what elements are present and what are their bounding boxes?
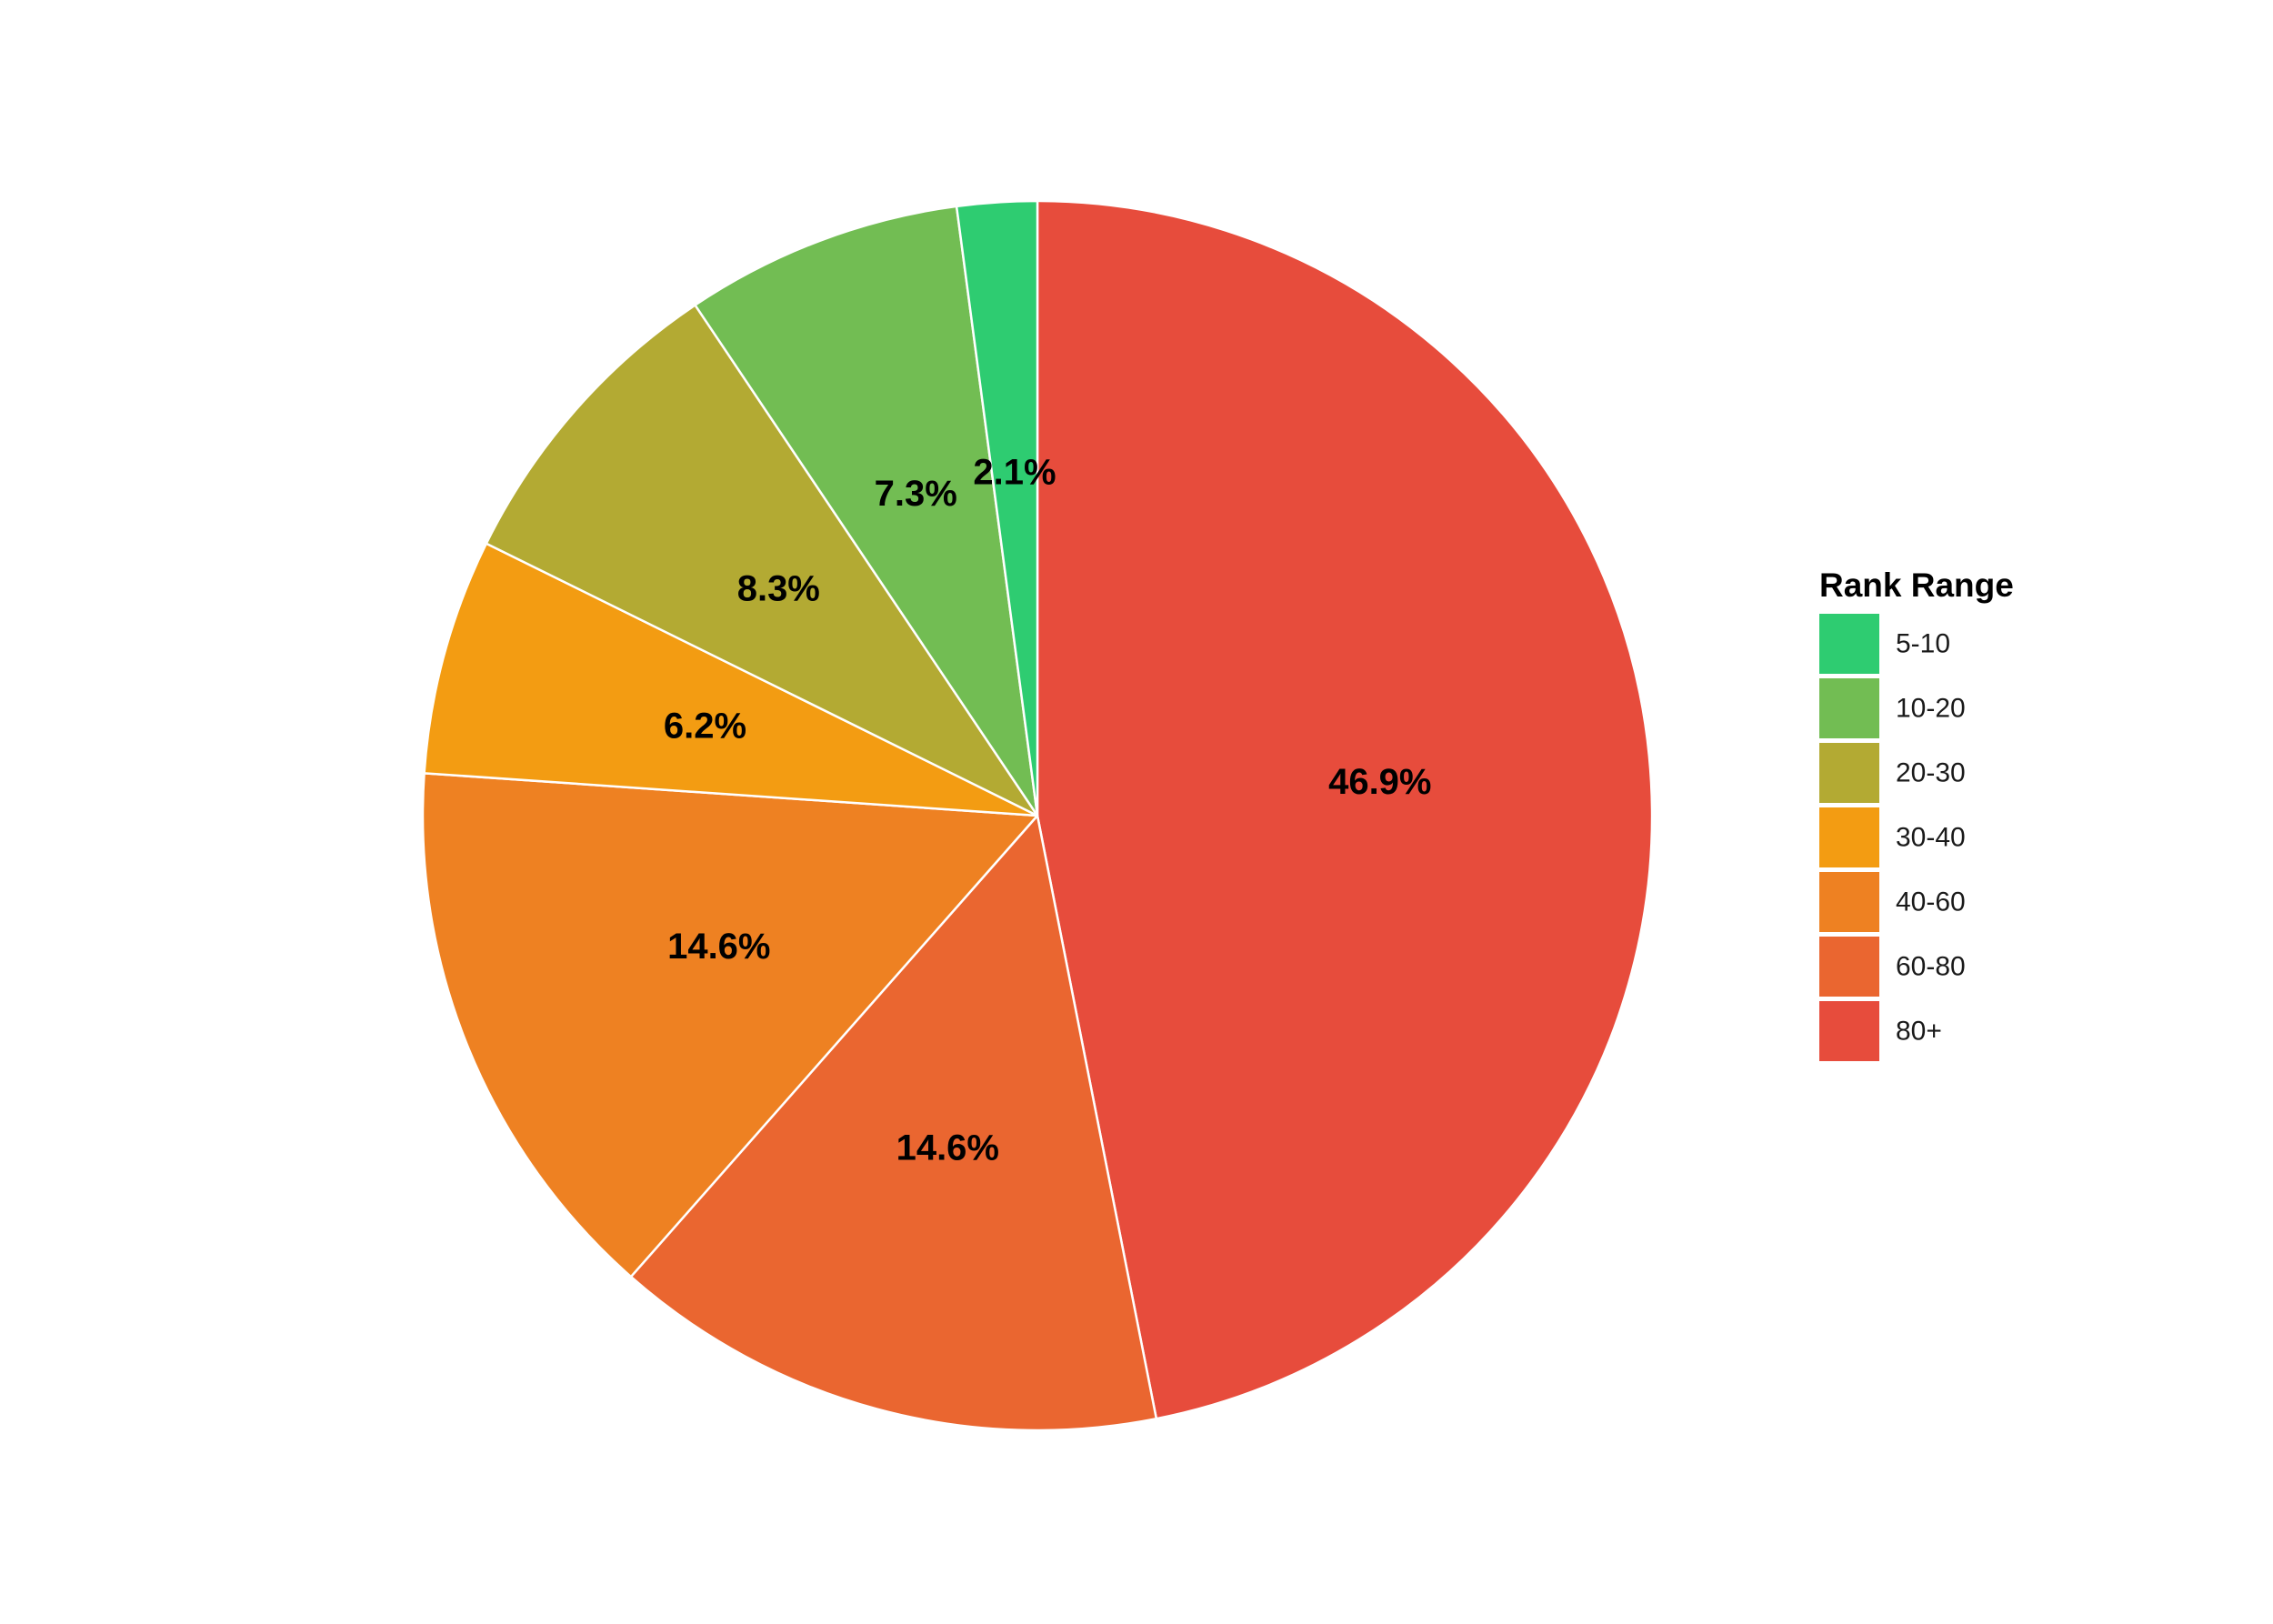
legend-key-40-60 [1819, 872, 1879, 932]
slice-label-80+: 46.9% [1328, 762, 1431, 802]
legend-label-30-40: 30-40 [1896, 823, 1966, 853]
legend-label-60-80: 60-80 [1896, 952, 1966, 982]
slice-label-5-10: 2.1% [973, 452, 1056, 492]
legend-title: Rank Range [1819, 566, 2014, 604]
slice-label-10-20: 7.3% [875, 474, 957, 514]
legend-key-5-10 [1819, 614, 1879, 674]
slice-label-30-40: 6.2% [664, 706, 746, 746]
slice-label-40-60: 14.6% [667, 927, 770, 967]
pie-slice-30-40 [423, 542, 1039, 817]
legend-label-80+: 80+ [1896, 1017, 1942, 1047]
legend-key-60-80 [1819, 937, 1879, 997]
pie-slice-80+ [1036, 199, 1654, 1420]
pie-slice-40-60 [421, 772, 1039, 1278]
pie-slice-labels: 46.9% 14.6% 14.6% 6.2% 8.3% 7.3% 2.1% [664, 452, 1432, 1168]
legend-label-40-60: 40-60 [1896, 887, 1966, 917]
legend-key-30-40 [1819, 807, 1879, 867]
legend: Rank Range 5-10 10-20 20-30 30-40 40-60 60-80… [1819, 566, 2014, 1061]
slice-label-20-30: 8.3% [737, 569, 820, 609]
pie-slice-10-20 [694, 205, 1039, 817]
slice-label-60-80: 14.6% [896, 1128, 999, 1168]
legend-label-5-10: 5-10 [1896, 629, 1950, 659]
legend-items: 5-10 10-20 20-30 30-40 40-60 60-80 80+ [1819, 614, 1966, 1061]
pie-slice-5-10 [955, 199, 1039, 817]
legend-key-20-30 [1819, 743, 1879, 803]
pie-slice-60-80 [629, 814, 1158, 1432]
legend-key-10-20 [1819, 678, 1879, 738]
legend-label-20-30: 20-30 [1896, 758, 1966, 788]
legend-label-10-20: 10-20 [1896, 694, 1966, 724]
legend-key-80+ [1819, 1001, 1879, 1061]
pie-slice-20-30 [485, 304, 1039, 817]
pie-slices [421, 199, 1654, 1432]
